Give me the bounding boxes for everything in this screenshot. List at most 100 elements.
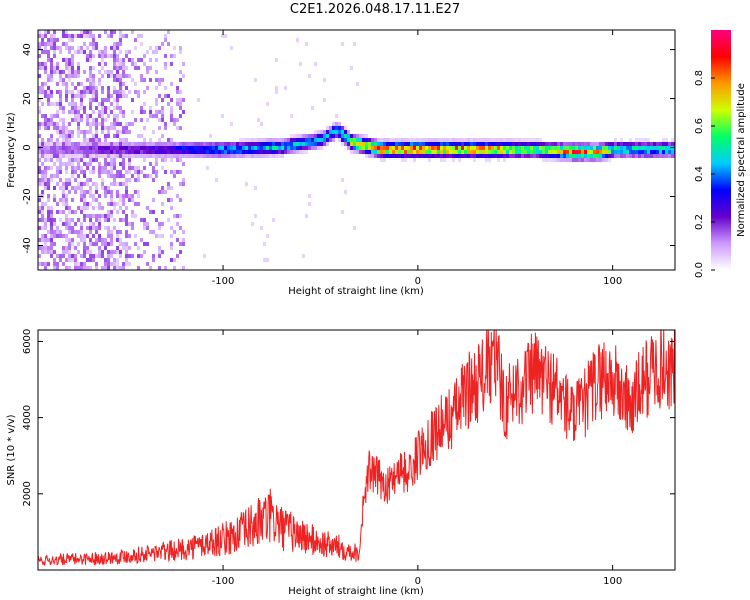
spectrogram-cell [566,142,569,146]
spectrogram-cell [464,142,467,146]
spectrogram-cell [149,230,152,234]
spectrogram-cell [626,150,629,154]
spectrogram-cell [137,146,140,150]
spectrogram-cell [152,258,155,262]
spectrogram-cell [329,126,332,130]
spectrogram-cell [116,258,119,262]
spectrogram-cell [77,46,80,50]
spectrogram-cell [350,150,353,154]
spectrogram-cell [98,78,101,82]
spectrogram-cell [113,166,116,170]
spectrogram-cell [494,150,497,154]
spectrogram-cell [239,154,242,158]
spectrogram-cell [338,130,341,134]
spectrogram-cell [533,142,536,146]
spectrogram-cell [44,202,47,206]
snr-series-line [38,330,675,567]
spectrogram-cell [53,42,56,46]
spectrogram-cell [170,150,173,154]
spectrogram-cell [56,174,59,178]
spectrogram-cell [119,94,122,98]
spectrogram-cell [53,70,56,74]
spectrogram-cell [83,234,86,238]
spectrogram-cell [155,162,158,166]
spectrogram-cell [41,66,44,70]
spectrogram-cell [656,154,659,158]
spectrogram-cell [263,242,266,246]
spectrogram-cell [44,82,47,86]
spectrogram-cell [122,182,125,186]
spectrogram-cell [224,150,227,154]
spectrogram-cell [74,170,77,174]
spectrogram-cell [530,154,533,158]
spectrogram-cell [599,142,602,146]
spectrogram-cell [89,194,92,198]
spectrogram-cell [242,150,245,154]
spectrogram-cell [638,150,641,154]
spectrogram-cell [131,226,134,230]
spectrogram-cell [92,198,95,202]
spectrogram-cell [296,38,299,42]
spectrogram-cell [92,242,95,246]
spectrogram-cell [602,154,605,158]
spectrogram-cell [428,146,431,150]
spectrogram-cell [134,46,137,50]
spectrogram-cell [98,222,101,226]
spectrogram-cell [98,114,101,118]
spectrogram-cell [101,178,104,182]
spectrogram-cell [74,258,77,262]
spectrogram-cell [134,234,137,238]
spectrogram-cell [413,146,416,150]
spectrogram-cell [86,246,89,250]
spectrogram-cell [149,142,152,146]
spectrogram-cell [83,174,86,178]
spectrogram-cell [200,146,203,150]
spectrogram-cell [308,146,311,150]
spectrogram-cell [107,34,110,38]
spectrogram-cell [320,146,323,150]
spectrogram-cell [44,178,47,182]
spectrogram-cell [518,150,521,154]
spectrogram-cell [458,138,461,142]
spectrogram-cell [38,226,41,230]
spectrogram-cell [83,130,86,134]
spectrogram-cell [197,150,200,154]
spectrogram-cell [104,30,107,34]
spectrogram-cell [308,194,311,198]
spectrogram-cell [125,230,128,234]
spectrogram-cell [146,222,149,226]
snr-x-label: Height of straight line (km) [288,586,424,597]
spectrogram-cell [101,242,104,246]
spectrogram-cell [272,138,275,142]
spectrogram-cell [83,150,86,154]
spectrogram-cell [38,170,41,174]
spectrogram-cell [167,102,170,106]
spectrogram-cell [44,266,47,270]
spectrogram-cell [140,78,143,82]
spectrogram-cell [80,238,83,242]
spectrogram-cell [386,150,389,154]
spectrogram-cell [122,158,125,162]
spectrogram-cell [530,150,533,154]
spectrogram-cell [644,138,647,142]
spectrogram-cell [68,150,71,154]
spectrogram-cell [158,226,161,230]
spectrogram-cell [86,214,89,218]
spectrogram-cell [488,150,491,154]
spectrogram-cell [485,146,488,150]
spectrogram-cell [119,42,122,46]
spectrogram-cell [119,90,122,94]
spectrogram-cell [44,66,47,70]
spectrogram-cell [176,222,179,226]
spectrogram-cell [86,86,89,90]
spectrogram-cell [56,254,59,258]
spectrogram-cell [161,158,164,162]
spectrogram-cell [68,158,71,162]
spectrogram-cell [512,146,515,150]
spectrogram-cell [581,150,584,154]
spectrogram-cell [89,162,92,166]
spectrogram-cell [125,254,128,258]
spectrogram-cell [455,146,458,150]
spectrogram-cell [56,182,59,186]
